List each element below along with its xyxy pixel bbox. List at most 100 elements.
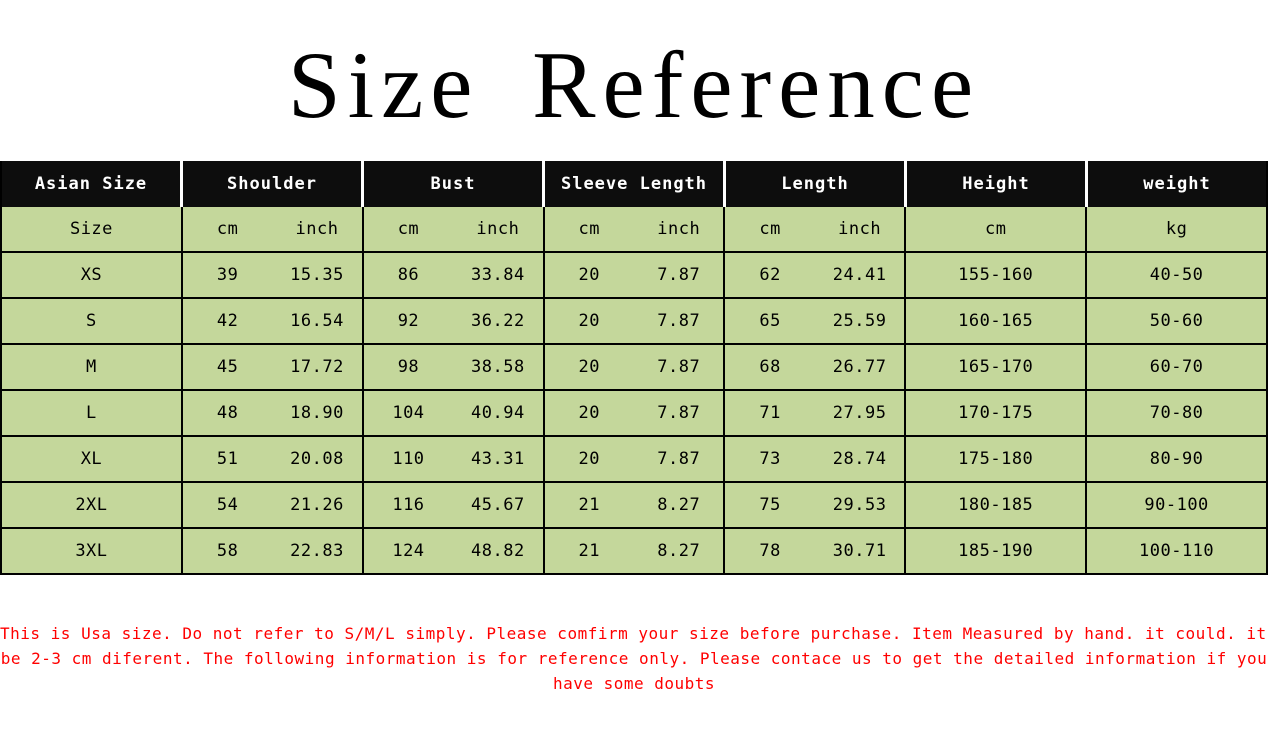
header-cell-weight: weight <box>1085 161 1266 207</box>
header-cell-bust: Bust <box>361 161 542 207</box>
table-cell: 65 25.59 <box>723 299 905 343</box>
cell-value: 100-110 <box>1139 541 1215 561</box>
table-cell: XS <box>2 253 181 297</box>
cell-value: 58 <box>216 541 239 561</box>
table-cell: 45 17.72 <box>180 345 362 389</box>
table-cell: cm inch <box>542 207 724 251</box>
cell-value: 45.67 <box>471 495 525 515</box>
table-cell: cm inch <box>361 207 543 251</box>
cell-value: 124 <box>392 541 425 561</box>
size-row-m: M 45 17.72 98 38.58 20 7.87 68 26.77 165-170 60-70 <box>2 345 1267 391</box>
cell-value: 62 <box>759 265 781 285</box>
size-row-xs: XS 39 15.35 86 33.84 20 7.87 62 24.41 155-160 40-5… <box>2 253 1267 299</box>
cell-value: 50-60 <box>1149 311 1204 331</box>
cell-value: 90-100 <box>1144 495 1209 515</box>
cell-value: 75 <box>759 495 781 515</box>
cell-value: 17.72 <box>290 357 344 377</box>
cell-value: 160-165 <box>958 311 1034 331</box>
table-cell: 20 7.87 <box>542 345 724 389</box>
table-cell: 78 30.71 <box>723 529 905 573</box>
table-cell: cm inch <box>723 207 905 251</box>
header-cell-shoulder: Shoulder <box>180 161 361 207</box>
table-cell: 71 27.95 <box>723 391 905 435</box>
table-cell: 20 7.87 <box>542 437 724 481</box>
cell-value: 18.90 <box>290 403 344 423</box>
table-body: Size cm inch cm inch cm inch cm inch cm kg XS 39 15.3… <box>2 207 1267 575</box>
table-cell: 124 48.82 <box>361 529 543 573</box>
table-cell: 2XL <box>2 483 181 527</box>
cell-value: cm <box>759 219 781 239</box>
cell-value: 20 <box>578 311 601 331</box>
table-cell: 98 38.58 <box>361 345 543 389</box>
cell-value: 92 <box>397 311 420 331</box>
table-cell: 70-80 <box>1085 391 1267 435</box>
table-cell: Size <box>2 207 181 251</box>
cell-value: 98 <box>397 357 420 377</box>
table-cell: 73 28.74 <box>723 437 905 481</box>
table-cell: M <box>2 345 181 389</box>
header-cell-sleeve-length: Sleeve Length <box>542 161 723 207</box>
cell-value: 40-50 <box>1149 265 1204 285</box>
cell-value: 7.87 <box>657 265 701 285</box>
cell-value: 71 <box>759 403 781 423</box>
cell-value: 29.53 <box>832 495 887 515</box>
cell-value: 65 <box>759 311 781 331</box>
cell-value: M <box>86 357 97 377</box>
cell-value: XS <box>80 265 103 285</box>
cell-value: XL <box>80 449 103 469</box>
table-cell: 39 15.35 <box>180 253 362 297</box>
header-cell-asian-size: Asian Size <box>2 161 180 207</box>
cell-value: 170-175 <box>958 403 1034 423</box>
table-cell: 42 16.54 <box>180 299 362 343</box>
cell-value: 48 <box>216 403 239 423</box>
table-cell: 80-90 <box>1085 437 1267 481</box>
cell-value: 39 <box>216 265 239 285</box>
table-cell: 54 21.26 <box>180 483 362 527</box>
cell-value: 28.74 <box>832 449 887 469</box>
unit-row: Size cm inch cm inch cm inch cm inch cm kg <box>2 207 1267 253</box>
table-cell: 100-110 <box>1085 529 1267 573</box>
cell-value: 8.27 <box>657 541 701 561</box>
cell-value: 36.22 <box>471 311 525 331</box>
cell-value: 7.87 <box>657 357 701 377</box>
cell-value: L <box>86 403 97 423</box>
size-row-s: S 42 16.54 92 36.22 20 7.87 65 25.59 160-165 50-60 <box>2 299 1267 345</box>
table-cell: 155-160 <box>904 253 1086 297</box>
size-table: Asian Size Shoulder Bust Sleeve Length Lengt… <box>0 161 1268 575</box>
cell-value: cm <box>578 219 601 239</box>
cell-value: 48.82 <box>471 541 525 561</box>
cell-value: 68 <box>759 357 781 377</box>
cell-value: 33.84 <box>471 265 525 285</box>
cell-value: 7.87 <box>657 311 701 331</box>
cell-value: 21.26 <box>290 495 344 515</box>
page-title: Size Reference <box>287 32 981 138</box>
table-cell: 175-180 <box>904 437 1086 481</box>
table-header-row: Asian Size Shoulder Bust Sleeve Length Lengt… <box>2 161 1266 207</box>
table-cell: cm <box>904 207 1086 251</box>
disclaimer-text: This is Usa size. Do not refer to S/M/L … <box>0 621 1268 696</box>
table-cell: 185-190 <box>904 529 1086 573</box>
cell-value: 20 <box>578 403 601 423</box>
cell-value: 21 <box>578 541 601 561</box>
table-cell: 62 24.41 <box>723 253 905 297</box>
table-cell: 68 26.77 <box>723 345 905 389</box>
cell-value: 155-160 <box>958 265 1034 285</box>
cell-value: 27.95 <box>832 403 887 423</box>
table-cell: 180-185 <box>904 483 1086 527</box>
table-cell: 165-170 <box>904 345 1086 389</box>
cell-value: inch <box>838 219 882 239</box>
table-cell: 3XL <box>2 529 181 573</box>
cell-value: 20 <box>578 357 601 377</box>
cell-value: 80-90 <box>1149 449 1204 469</box>
cell-value: inch <box>476 219 520 239</box>
cell-value: cm <box>984 219 1007 239</box>
cell-value: 70-80 <box>1149 403 1204 423</box>
table-cell: 104 40.94 <box>361 391 543 435</box>
table-cell: 92 36.22 <box>361 299 543 343</box>
cell-value: 25.59 <box>832 311 887 331</box>
table-cell: 21 8.27 <box>542 483 724 527</box>
table-cell: S <box>2 299 181 343</box>
table-cell: 58 22.83 <box>180 529 362 573</box>
cell-value: 73 <box>759 449 781 469</box>
table-cell: 160-165 <box>904 299 1086 343</box>
